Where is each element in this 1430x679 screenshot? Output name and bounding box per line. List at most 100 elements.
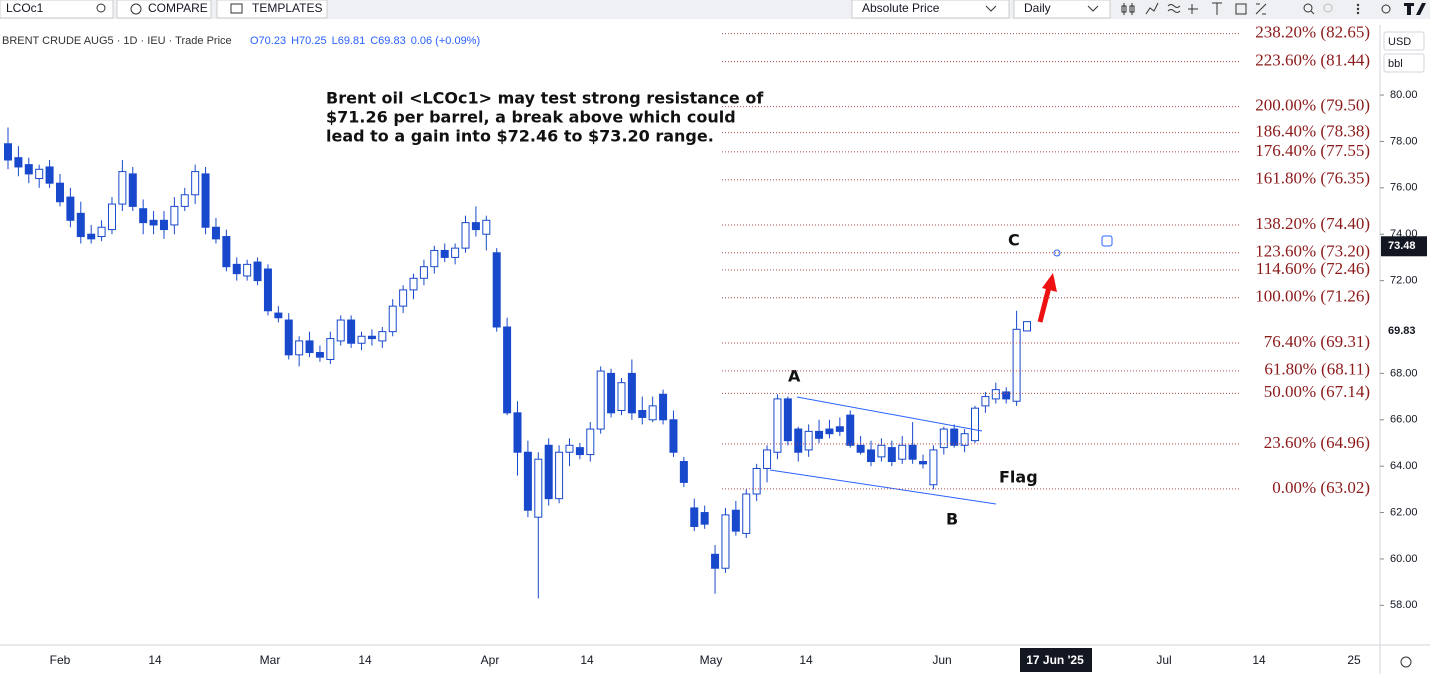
candle-body — [711, 553, 720, 569]
fib-label: 114.60% (72.46) — [1256, 259, 1370, 278]
candle-body — [118, 171, 127, 205]
candle-body — [388, 305, 397, 333]
arrow — [1037, 286, 1052, 323]
candle-body — [1023, 321, 1031, 332]
candle-body — [326, 338, 335, 360]
menu-icon[interactable] — [1356, 3, 1360, 7]
arrow-head — [1042, 273, 1057, 292]
scale-select[interactable] — [851, 0, 1010, 19]
candle-body — [638, 409, 647, 418]
fib-label: 76.40% (69.31) — [1264, 332, 1370, 351]
candle-body — [97, 226, 106, 238]
candle-body — [783, 398, 792, 442]
candle-body — [430, 249, 439, 268]
x-tick-label: Feb — [50, 653, 71, 667]
templates-button[interactable] — [216, 0, 328, 19]
drawing-handle[interactable] — [1101, 235, 1113, 247]
candle-body — [24, 164, 33, 175]
candle-body — [804, 430, 813, 451]
x-tick-label: Jun — [932, 653, 951, 667]
candle-body — [253, 261, 262, 282]
candle-body — [66, 196, 75, 221]
compare-icon — [130, 3, 142, 15]
candle-body — [929, 449, 938, 486]
candle-body — [409, 277, 418, 291]
menu-icon — [1356, 11, 1360, 15]
settings-icon[interactable] — [1400, 656, 1412, 668]
candle-body — [482, 219, 491, 235]
quote-value: O70.23 — [250, 35, 286, 47]
candle-body — [544, 444, 553, 500]
candle-body — [451, 247, 460, 258]
fib-label: 176.40% (77.55) — [1255, 141, 1370, 160]
candle-body — [752, 467, 761, 495]
candle-body — [222, 236, 231, 268]
toolbar-icons[interactable] — [1121, 2, 1391, 15]
quote-value: C69.83 — [370, 35, 405, 47]
fib-label: 186.40% (78.38) — [1255, 122, 1370, 141]
candle-body — [211, 226, 220, 240]
price-label-box — [1381, 236, 1427, 257]
currency-select[interactable] — [1383, 31, 1425, 51]
candle-body — [669, 419, 678, 453]
templates-icon — [230, 3, 243, 14]
candle-body — [607, 372, 616, 414]
crosshair-date-box — [1020, 648, 1092, 672]
candle-body — [971, 407, 980, 442]
annotation-line: $71.26 per barrel, a break above which c… — [326, 108, 736, 127]
candle-body — [846, 414, 855, 446]
candle-body — [898, 444, 907, 460]
drawing-handle[interactable] — [1053, 249, 1061, 257]
candle-body — [492, 252, 501, 328]
candle-body — [139, 208, 148, 224]
compare-label: COMPARE — [148, 1, 208, 15]
unit: bbl — [1388, 58, 1403, 70]
candle-body — [347, 319, 356, 344]
price-label: 69.83 — [1388, 325, 1416, 337]
unit-select[interactable] — [1383, 53, 1425, 73]
candle-body — [180, 194, 189, 207]
symbol: LCOc1 — [6, 1, 44, 15]
candle-body — [939, 428, 948, 449]
candle-body — [731, 509, 740, 532]
candle-body — [1002, 391, 1011, 400]
candle-body — [856, 444, 865, 453]
compare-button[interactable] — [116, 0, 212, 19]
candle-body — [149, 219, 158, 226]
candle-body — [170, 205, 179, 226]
candle-body — [991, 389, 1000, 400]
candle-body — [191, 171, 200, 196]
currency: USD — [1388, 36, 1411, 48]
candle-body — [981, 396, 990, 407]
candle-body — [243, 263, 252, 277]
y-tick-label: 80.00 — [1390, 89, 1418, 101]
candle-body — [274, 312, 283, 319]
x-tick-label: 17 Jun '25 — [1026, 653, 1084, 667]
candle-body — [367, 335, 376, 340]
candle-body — [659, 393, 668, 421]
candle-body — [867, 449, 876, 463]
fib-label: 223.60% (81.44) — [1255, 51, 1370, 70]
series-title: BRENT CRUDE AUG5 · 1D · IEU · Trade Pric… — [2, 35, 232, 47]
symbol-search[interactable] — [0, 0, 114, 19]
candle-body — [1012, 328, 1021, 402]
logo — [1404, 3, 1426, 15]
x-tick-label: 25 — [1347, 653, 1361, 667]
candle-body — [773, 398, 782, 453]
menu-icon — [1356, 7, 1360, 11]
candle-body — [794, 428, 803, 453]
candle-body — [284, 319, 293, 356]
flag-lower-line — [769, 469, 997, 505]
candle-body — [14, 157, 23, 168]
candle-body — [357, 335, 366, 344]
candle-body — [503, 326, 512, 414]
candle-body — [835, 426, 844, 432]
interval-select[interactable] — [1013, 0, 1111, 19]
point-label: B — [946, 510, 958, 529]
quote-value: L69.81 — [332, 35, 366, 47]
fib-label: 238.20% (82.65) — [1255, 22, 1370, 41]
candle-body — [201, 173, 210, 228]
x-tick-label: 14 — [799, 653, 813, 667]
y-tick-label: 72.00 — [1390, 275, 1418, 287]
price-label: 73.48 — [1388, 240, 1416, 252]
